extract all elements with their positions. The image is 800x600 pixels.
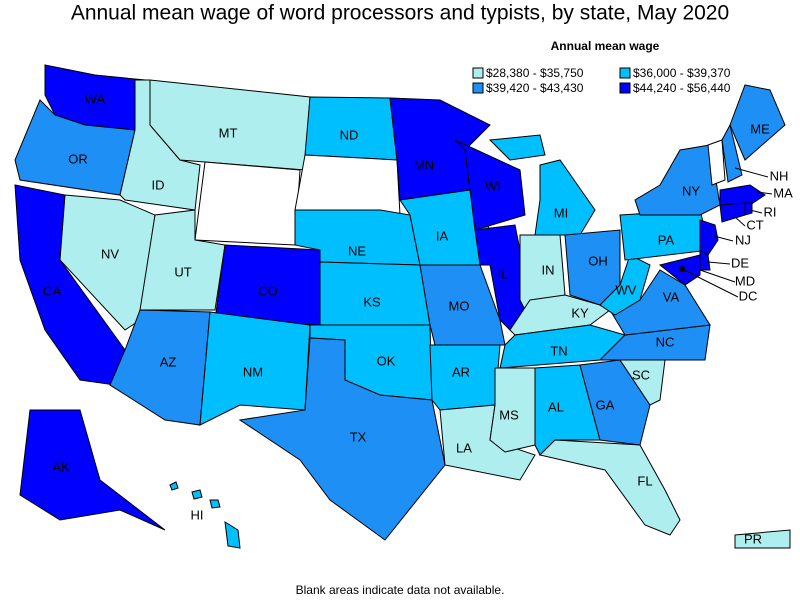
state-label: WA xyxy=(85,91,106,106)
state-label: NY xyxy=(682,183,700,198)
state-shape xyxy=(199,311,311,426)
state-shape xyxy=(194,161,301,246)
state-shape xyxy=(169,481,179,491)
map-title: Annual mean wage of word processors and … xyxy=(71,2,729,25)
state-shape xyxy=(721,123,743,183)
state-label: WI xyxy=(485,178,501,193)
state-label: TX xyxy=(350,429,367,444)
state-label: RI xyxy=(764,204,777,219)
state-label: LA xyxy=(456,440,472,455)
legend-label: $28,380 - $35,750 xyxy=(486,66,584,80)
state-shape xyxy=(734,529,791,549)
state-label: CO xyxy=(258,283,278,298)
state-label: NJ xyxy=(735,232,751,247)
state-label: ME xyxy=(750,121,770,136)
state-label: KS xyxy=(363,294,381,309)
state-shape xyxy=(719,202,746,223)
state-label: KY xyxy=(571,305,589,320)
state-shape xyxy=(224,521,241,549)
state-shape xyxy=(598,324,711,361)
state-shape xyxy=(707,139,726,186)
state-label: OR xyxy=(68,151,88,166)
state-label: PA xyxy=(658,232,675,247)
state-label: IL xyxy=(498,266,509,281)
state-label: NE xyxy=(348,243,366,258)
state-label: MT xyxy=(219,125,238,140)
leader-lines xyxy=(681,167,773,298)
state-shape xyxy=(699,219,719,256)
state-label: AK xyxy=(52,459,70,474)
state-label: DE xyxy=(731,255,749,270)
state-shape xyxy=(534,159,596,236)
legend-title: Annual mean wage xyxy=(551,39,660,53)
state-label: NV xyxy=(101,246,119,261)
state-label: PR xyxy=(744,531,762,546)
state-label: AL xyxy=(548,399,564,414)
legend-swatch xyxy=(472,67,484,79)
state-label: ID xyxy=(152,177,165,192)
state-shape xyxy=(579,359,651,446)
state-label: DC xyxy=(739,288,758,303)
state-shape xyxy=(19,409,166,531)
state-shape xyxy=(294,154,401,216)
state-label: MD xyxy=(735,273,755,288)
state-label: FL xyxy=(637,473,652,488)
state-labels: WA OR CA NV ID MT UT AZ CO NM ND NE KS O… xyxy=(43,91,793,546)
state-shape xyxy=(474,224,531,331)
state-label: MN xyxy=(414,157,434,172)
state-shape xyxy=(729,84,786,161)
state-label: NC xyxy=(656,334,675,349)
state-label: CT xyxy=(746,217,763,232)
legend-swatch xyxy=(619,67,631,79)
state-label: VA xyxy=(663,289,680,304)
state-label: AR xyxy=(452,364,470,379)
legend-label: $36,000 - $39,370 xyxy=(633,66,731,80)
state-label: NM xyxy=(243,364,263,379)
legend-swatch xyxy=(472,82,484,94)
state-shape xyxy=(238,337,446,541)
state-label: MA xyxy=(773,185,793,200)
state-shape xyxy=(599,254,651,316)
state-label: SC xyxy=(632,367,650,382)
state-shape xyxy=(191,489,203,500)
state-label: TN xyxy=(550,343,567,358)
state-label: UT xyxy=(174,264,191,279)
state-label: GA xyxy=(596,397,615,412)
state-label: IA xyxy=(436,228,449,243)
state-label: WV xyxy=(616,282,637,297)
state-label: NH xyxy=(770,168,789,183)
legend-swatch xyxy=(619,82,631,94)
state-label: ND xyxy=(340,127,359,142)
state-label: AZ xyxy=(160,354,177,369)
state-label: OK xyxy=(377,353,396,368)
state-label: OH xyxy=(588,253,608,268)
state-shape xyxy=(744,202,753,216)
state-label: MS xyxy=(499,407,519,422)
state-label: IN xyxy=(542,262,555,277)
state-shape xyxy=(719,184,766,206)
legend-label: $39,420 - $43,430 xyxy=(486,81,584,95)
state-shape xyxy=(488,134,546,161)
state-shape xyxy=(209,499,221,509)
state-label: MO xyxy=(449,298,470,313)
footnote: Blank areas indicate data not available. xyxy=(296,583,505,597)
states xyxy=(14,64,791,549)
legend: $28,380 - $35,750 $36,000 - $39,370 $39,… xyxy=(472,66,731,95)
legend-label: $44,240 - $56,440 xyxy=(633,81,731,95)
state-shape xyxy=(634,144,721,216)
state-shape xyxy=(539,439,681,536)
state-label: HI xyxy=(191,507,204,522)
state-label: MI xyxy=(554,205,568,220)
state-label: CA xyxy=(43,283,61,298)
